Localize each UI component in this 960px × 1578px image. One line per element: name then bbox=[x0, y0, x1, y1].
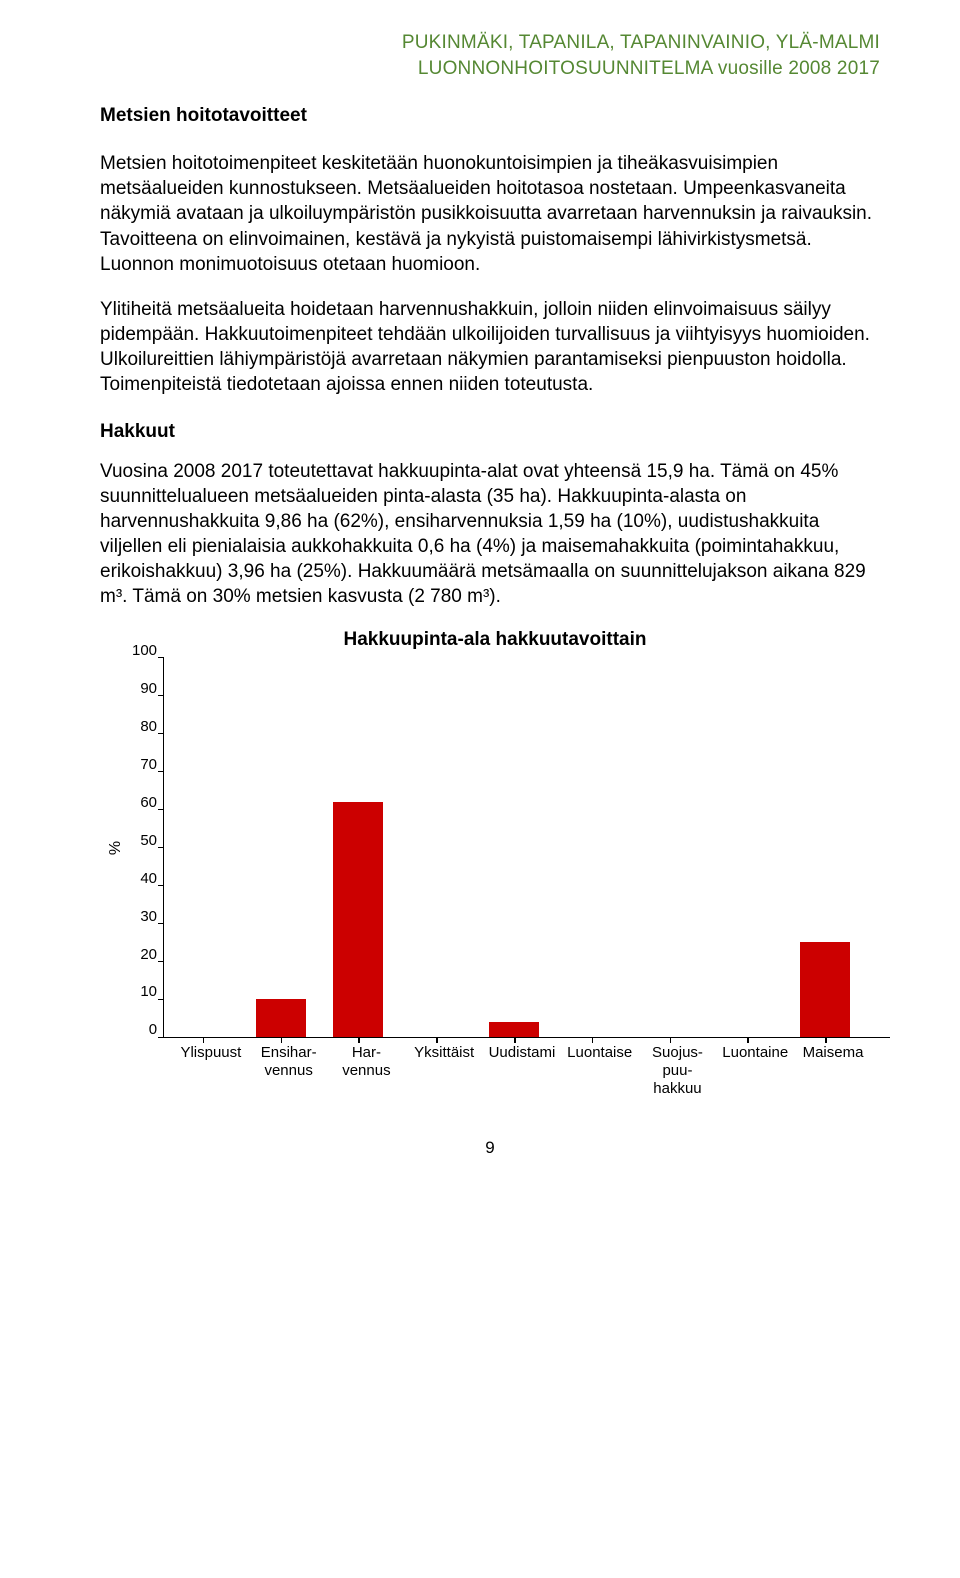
chart-ylabel-col: % bbox=[100, 657, 132, 1038]
chart-xtick-mark bbox=[281, 1037, 283, 1043]
chart-ytick-mark bbox=[158, 809, 164, 811]
chart-ytick-label: 60 bbox=[140, 802, 157, 803]
page-container: PUKINMÄKI, TAPANILA, TAPANINVAINIO, YLÄ-… bbox=[0, 0, 960, 1198]
chart-ytick-mark bbox=[158, 847, 164, 849]
chart-area: % 1009080706050403020100 bbox=[100, 657, 890, 1038]
bar-chart: Hakkuupinta-ala hakkuutavoittain % 10090… bbox=[100, 629, 890, 1098]
chart-ytick-label: 30 bbox=[140, 916, 157, 917]
chart-xtick-mark bbox=[670, 1037, 672, 1043]
chart-xlabels: YlispuustEnsihar-vennusHar-vennusYksittä… bbox=[132, 1038, 912, 1098]
chart-ytick-mark bbox=[158, 961, 164, 963]
chart-title: Hakkuupinta-ala hakkuutavoittain bbox=[100, 629, 890, 651]
chart-xtick-mark bbox=[514, 1037, 516, 1043]
page-number: 9 bbox=[100, 1138, 880, 1158]
chart-xlabel: Yksittäist bbox=[405, 1038, 483, 1098]
paragraph-2: Ylitiheitä metsäalueita hoidetaan harven… bbox=[100, 297, 880, 397]
chart-ytick-mark bbox=[158, 733, 164, 735]
heading-metsien-hoitotavoitteet: Metsien hoitotavoitteet bbox=[100, 105, 880, 127]
chart-xtick-mark bbox=[358, 1037, 360, 1043]
chart-bar bbox=[800, 942, 850, 1037]
chart-bar bbox=[256, 999, 306, 1037]
chart-xlabel: Uudistami bbox=[483, 1038, 561, 1098]
chart-xlabel: Luontaise bbox=[561, 1038, 639, 1098]
chart-ytick-mark bbox=[158, 999, 164, 1001]
chart-ytick-label: 70 bbox=[140, 764, 157, 765]
chart-bar bbox=[333, 802, 383, 1038]
header-line-2: LUONNONHOITOSUUNNITELMA vuosille 2008 20… bbox=[100, 56, 880, 82]
chart-xlabel: Ensihar-vennus bbox=[250, 1038, 328, 1098]
chart-ytick-label: 40 bbox=[140, 878, 157, 879]
chart-ytick-mark bbox=[158, 923, 164, 925]
chart-xtick-mark bbox=[825, 1037, 827, 1043]
chart-ytick-label: 90 bbox=[140, 688, 157, 689]
chart-ytick-mark bbox=[158, 695, 164, 697]
chart-ytick-label: 0 bbox=[149, 1029, 157, 1030]
chart-ytick-label: 20 bbox=[140, 954, 157, 955]
chart-xtick-mark bbox=[747, 1037, 749, 1043]
paragraph-3: Vuosina 2008 2017 toteutettavat hakkuupi… bbox=[100, 459, 880, 609]
chart-bar bbox=[489, 1022, 539, 1037]
chart-xlabel: Har-vennus bbox=[328, 1038, 406, 1098]
chart-xtick-mark bbox=[203, 1037, 205, 1043]
chart-xlabel: Maisema bbox=[794, 1038, 872, 1098]
chart-ylabel: % bbox=[107, 841, 125, 855]
chart-ytick-mark bbox=[158, 771, 164, 773]
chart-xtick-mark bbox=[592, 1037, 594, 1043]
document-header: PUKINMÄKI, TAPANILA, TAPANINVAINIO, YLÄ-… bbox=[100, 30, 880, 81]
header-line-1: PUKINMÄKI, TAPANILA, TAPANINVAINIO, YLÄ-… bbox=[100, 30, 880, 56]
chart-ytick-label: 100 bbox=[132, 650, 157, 651]
heading-hakkuut: Hakkuut bbox=[100, 421, 880, 443]
chart-ytick-mark bbox=[158, 885, 164, 887]
paragraph-1: Metsien hoitotoimenpiteet keskitetään hu… bbox=[100, 151, 880, 276]
chart-ytick-label: 80 bbox=[140, 726, 157, 727]
chart-ytick-mark bbox=[158, 1037, 164, 1039]
chart-xlabel: Ylispuust bbox=[172, 1038, 250, 1098]
chart-ytick-mark bbox=[158, 657, 164, 659]
chart-plot bbox=[163, 657, 890, 1038]
chart-xtick-mark bbox=[436, 1037, 438, 1043]
chart-xlabel: Luontaine bbox=[716, 1038, 794, 1098]
chart-ytick-label: 50 bbox=[140, 840, 157, 841]
chart-ytick-label: 10 bbox=[140, 991, 157, 992]
chart-xlabel: Suojus-puu-hakkuu bbox=[639, 1038, 717, 1098]
